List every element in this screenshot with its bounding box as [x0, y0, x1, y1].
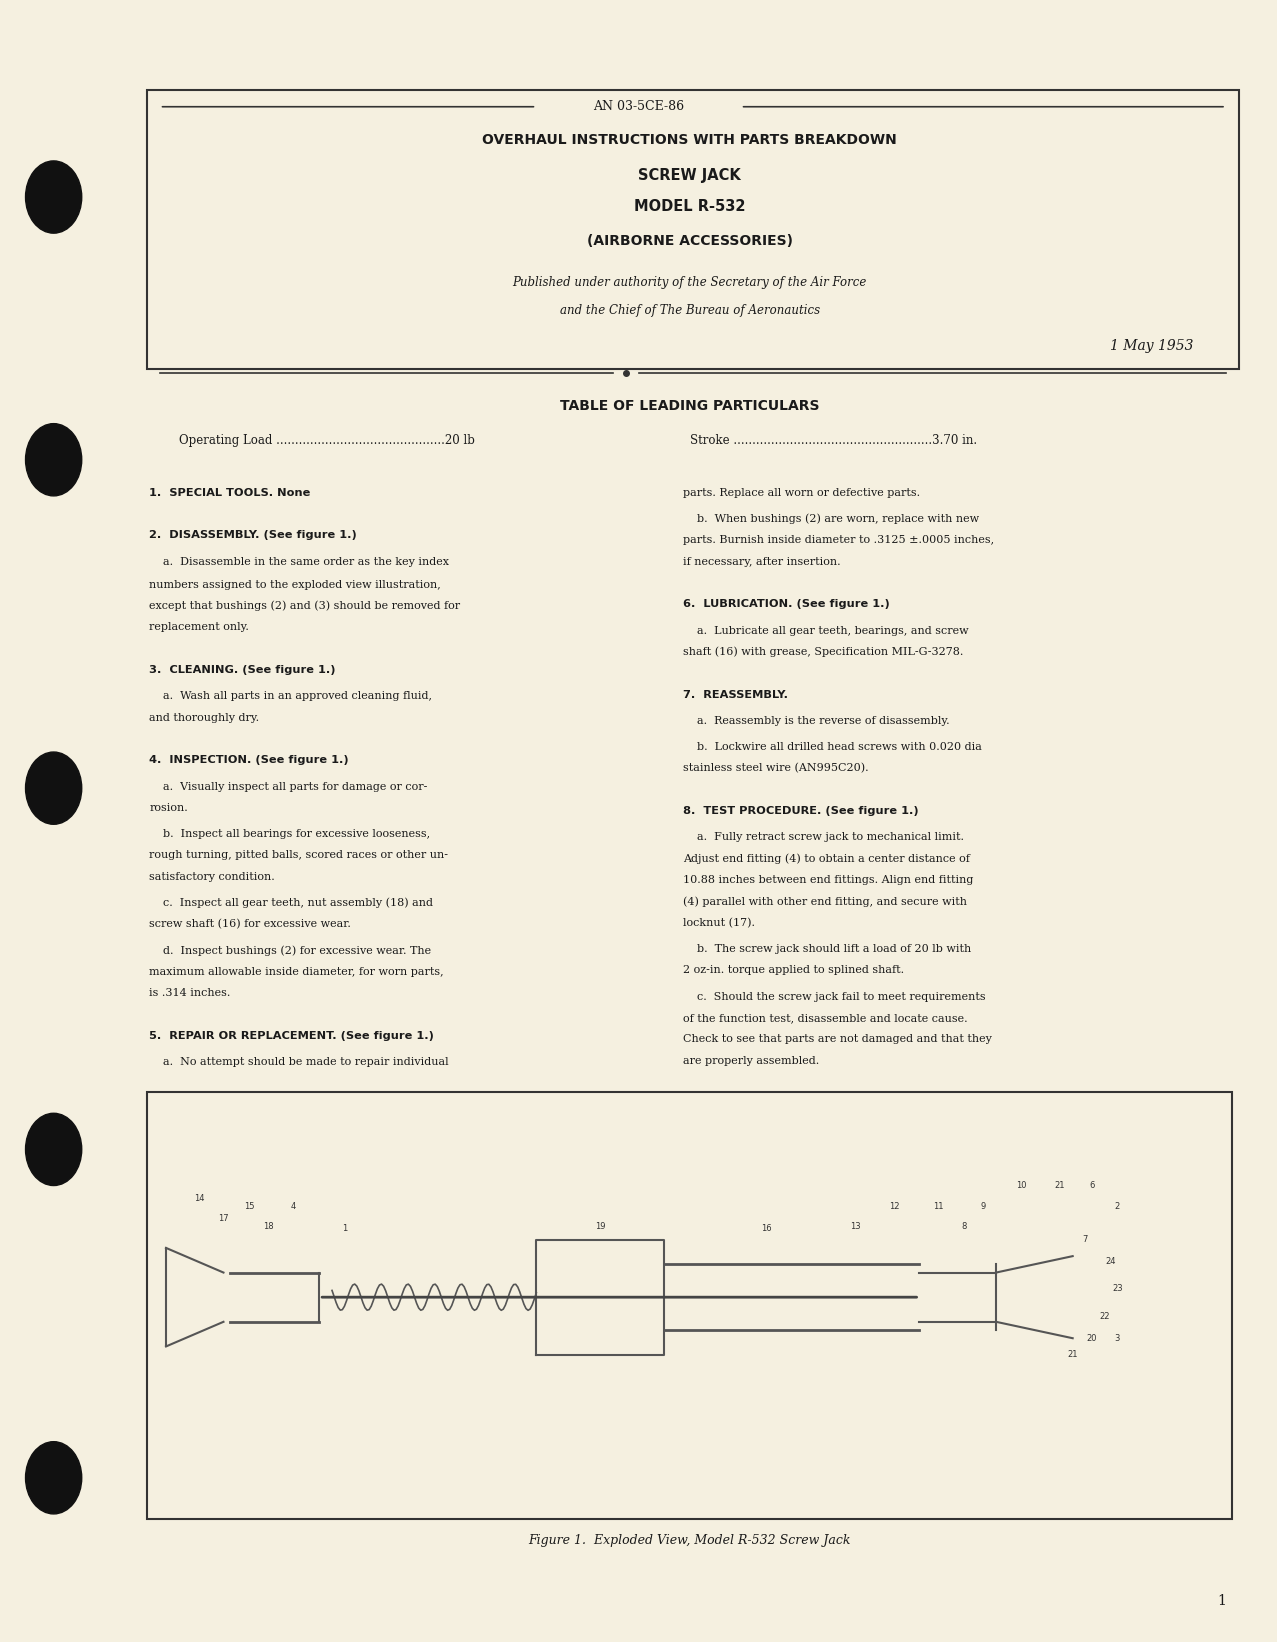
Text: replacement only.: replacement only. — [149, 622, 249, 632]
Text: 21: 21 — [1055, 1181, 1065, 1190]
Text: d.  Inspect bushings (2) for excessive wear. The: d. Inspect bushings (2) for excessive we… — [149, 946, 432, 956]
Circle shape — [26, 1113, 82, 1186]
Circle shape — [26, 161, 82, 233]
Text: 14: 14 — [194, 1194, 204, 1204]
Text: MODEL R-532: MODEL R-532 — [633, 199, 746, 215]
Text: Stroke .....................................................3.70 in.: Stroke .................................… — [690, 433, 977, 447]
Text: 3.  CLEANING. (See figure 1.): 3. CLEANING. (See figure 1.) — [149, 665, 336, 675]
Text: OVERHAUL INSTRUCTIONS WITH PARTS BREAKDOWN: OVERHAUL INSTRUCTIONS WITH PARTS BREAKDO… — [483, 133, 896, 146]
Text: a.  Wash all parts in an approved cleaning fluid,: a. Wash all parts in an approved cleanin… — [149, 691, 433, 701]
Text: c.  Inspect all gear teeth, nut assembly (18) and: c. Inspect all gear teeth, nut assembly … — [149, 898, 433, 908]
Text: a.  Fully retract screw jack to mechanical limit.: a. Fully retract screw jack to mechanica… — [683, 832, 964, 842]
Text: TABLE OF LEADING PARTICULARS: TABLE OF LEADING PARTICULARS — [559, 399, 820, 412]
Text: 19: 19 — [595, 1222, 605, 1232]
Text: c.  Should the screw jack fail to meet requirements: c. Should the screw jack fail to meet re… — [683, 992, 986, 1002]
Text: screw shaft (16) for excessive wear.: screw shaft (16) for excessive wear. — [149, 920, 351, 929]
Text: AN 03-5CE-86: AN 03-5CE-86 — [593, 100, 684, 113]
Text: locknut (17).: locknut (17). — [683, 918, 755, 928]
Text: (AIRBORNE ACCESSORIES): (AIRBORNE ACCESSORIES) — [586, 235, 793, 248]
Text: 5.  REPAIR OR REPLACEMENT. (See figure 1.): 5. REPAIR OR REPLACEMENT. (See figure 1.… — [149, 1031, 434, 1041]
Text: a.  Reassembly is the reverse of disassembly.: a. Reassembly is the reverse of disassem… — [683, 716, 950, 726]
Text: 12: 12 — [889, 1202, 899, 1212]
Text: Figure 1.  Exploded View, Model R-532 Screw Jack: Figure 1. Exploded View, Model R-532 Scr… — [529, 1534, 850, 1547]
Text: Check to see that parts are not damaged and that they: Check to see that parts are not damaged … — [683, 1034, 992, 1044]
Text: 4: 4 — [291, 1202, 296, 1212]
Text: 6.  LUBRICATION. (See figure 1.): 6. LUBRICATION. (See figure 1.) — [683, 599, 890, 609]
Text: 4.  INSPECTION. (See figure 1.): 4. INSPECTION. (See figure 1.) — [149, 755, 349, 765]
Text: if necessary, after insertion.: if necessary, after insertion. — [683, 557, 840, 566]
Text: (4) parallel with other end fitting, and secure with: (4) parallel with other end fitting, and… — [683, 897, 967, 906]
Text: rosion.: rosion. — [149, 803, 188, 813]
Text: b.  Inspect all bearings for excessive looseness,: b. Inspect all bearings for excessive lo… — [149, 829, 430, 839]
Text: Published under authority of the Secretary of the Air Force: Published under authority of the Secreta… — [512, 276, 867, 289]
Text: numbers assigned to the exploded view illustration,: numbers assigned to the exploded view il… — [149, 580, 441, 589]
Circle shape — [26, 424, 82, 496]
Text: satisfactory condition.: satisfactory condition. — [149, 872, 275, 882]
Text: 18: 18 — [263, 1222, 273, 1232]
Text: shaft (16) with grease, Specification MIL-G-3278.: shaft (16) with grease, Specification MI… — [683, 647, 964, 657]
Text: 1 May 1953: 1 May 1953 — [1111, 340, 1194, 353]
Text: parts. Replace all worn or defective parts.: parts. Replace all worn or defective par… — [683, 488, 921, 498]
Text: 7: 7 — [1083, 1235, 1088, 1245]
Text: rough turning, pitted balls, scored races or other un-: rough turning, pitted balls, scored race… — [149, 851, 448, 860]
Text: b.  When bushings (2) are worn, replace with new: b. When bushings (2) are worn, replace w… — [683, 514, 979, 524]
Text: 20: 20 — [1087, 1333, 1097, 1343]
Text: 23: 23 — [1112, 1284, 1122, 1294]
Text: 11: 11 — [933, 1202, 944, 1212]
Text: and thoroughly dry.: and thoroughly dry. — [149, 713, 259, 722]
Text: 24: 24 — [1106, 1256, 1116, 1266]
Text: 6: 6 — [1089, 1181, 1094, 1190]
Text: 7.  REASSEMBLY.: 7. REASSEMBLY. — [683, 690, 788, 699]
Text: 10.88 inches between end fittings. Align end fitting: 10.88 inches between end fittings. Align… — [683, 875, 973, 885]
Text: 1: 1 — [1217, 1594, 1226, 1608]
Text: 13: 13 — [850, 1222, 861, 1232]
Text: b.  The screw jack should lift a load of 20 lb with: b. The screw jack should lift a load of … — [683, 944, 972, 954]
Text: 21: 21 — [1068, 1350, 1078, 1360]
Text: 3: 3 — [1115, 1333, 1120, 1343]
Text: 2 oz-in. torque applied to splined shaft.: 2 oz-in. torque applied to splined shaft… — [683, 965, 904, 975]
Text: parts. Burnish inside diameter to .3125 ±.0005 inches,: parts. Burnish inside diameter to .3125 … — [683, 535, 995, 545]
Text: 1.  SPECIAL TOOLS. None: 1. SPECIAL TOOLS. None — [149, 488, 310, 498]
Text: 17: 17 — [218, 1213, 229, 1223]
Text: is .314 inches.: is .314 inches. — [149, 988, 231, 998]
Text: of the function test, disassemble and locate cause.: of the function test, disassemble and lo… — [683, 1013, 968, 1023]
Text: 2.  DISASSEMBLY. (See figure 1.): 2. DISASSEMBLY. (See figure 1.) — [149, 530, 358, 540]
Text: SCREW JACK: SCREW JACK — [638, 167, 741, 184]
Text: 8: 8 — [962, 1222, 967, 1232]
Text: 2: 2 — [1115, 1202, 1120, 1212]
Text: 15: 15 — [244, 1202, 254, 1212]
Text: b.  Lockwire all drilled head screws with 0.020 dia: b. Lockwire all drilled head screws with… — [683, 742, 982, 752]
Text: are properly assembled.: are properly assembled. — [683, 1056, 820, 1066]
Text: a.  Lubricate all gear teeth, bearings, and screw: a. Lubricate all gear teeth, bearings, a… — [683, 626, 969, 635]
Text: 9: 9 — [981, 1202, 986, 1212]
Text: 1: 1 — [342, 1223, 347, 1233]
Text: Adjust end fitting (4) to obtain a center distance of: Adjust end fitting (4) to obtain a cente… — [683, 854, 971, 864]
FancyBboxPatch shape — [147, 90, 1239, 369]
FancyBboxPatch shape — [147, 1092, 1232, 1519]
Text: 10: 10 — [1016, 1181, 1027, 1190]
Text: except that bushings (2) and (3) should be removed for: except that bushings (2) and (3) should … — [149, 601, 461, 611]
Circle shape — [26, 1442, 82, 1514]
Text: Operating Load .............................................20 lb: Operating Load .........................… — [179, 433, 475, 447]
Text: stainless steel wire (AN995C20).: stainless steel wire (AN995C20). — [683, 764, 868, 773]
Text: a.  Visually inspect all parts for damage or cor-: a. Visually inspect all parts for damage… — [149, 782, 428, 791]
Text: a.  No attempt should be made to repair individual: a. No attempt should be made to repair i… — [149, 1057, 450, 1067]
Text: maximum allowable inside diameter, for worn parts,: maximum allowable inside diameter, for w… — [149, 967, 444, 977]
Text: 22: 22 — [1099, 1312, 1110, 1322]
Text: 16: 16 — [761, 1223, 771, 1233]
Text: and the Chief of The Bureau of Aeronautics: and the Chief of The Bureau of Aeronauti… — [559, 304, 820, 317]
Circle shape — [26, 752, 82, 824]
Text: 8.  TEST PROCEDURE. (See figure 1.): 8. TEST PROCEDURE. (See figure 1.) — [683, 806, 919, 816]
Text: a.  Disassemble in the same order as the key index: a. Disassemble in the same order as the … — [149, 557, 450, 566]
